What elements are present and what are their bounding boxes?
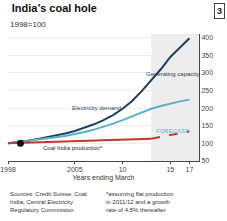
svg-text:*assuming flat productionin 20: *assuming flat productionin 2011/12 and …	[106, 191, 173, 213]
svg-text:Sources: Credit Suisse; CoalIn: Sources: Credit Suisse; CoalIndia; Centr…	[10, 191, 87, 213]
svg-text:50: 50	[201, 157, 209, 164]
svg-text:1998: 1998	[0, 166, 16, 173]
svg-text:3: 3	[217, 6, 222, 16]
svg-text:200: 200	[201, 105, 213, 112]
svg-text:India’s coal hole: India’s coal hole	[12, 2, 97, 14]
svg-text:Electricity demand: Electricity demand	[72, 105, 121, 111]
svg-text:250: 250	[201, 87, 213, 94]
svg-text:100: 100	[201, 140, 213, 147]
svg-text:350: 350	[201, 52, 213, 59]
svg-text:300: 300	[201, 69, 213, 76]
svg-text:Coal India production*: Coal India production*	[43, 145, 103, 151]
svg-text:FORECAST: FORECAST	[156, 128, 189, 134]
svg-text:Generating capacity: Generating capacity	[146, 71, 199, 77]
svg-text:15: 15	[166, 166, 174, 173]
svg-text:Years ending March: Years ending March	[72, 174, 134, 182]
svg-text:150: 150	[201, 122, 213, 129]
svg-text:1998=100: 1998=100	[10, 20, 46, 29]
svg-text:10: 10	[119, 166, 127, 173]
svg-text:400: 400	[201, 34, 213, 41]
svg-text:2005: 2005	[67, 166, 83, 173]
svg-text:17: 17	[186, 166, 194, 173]
